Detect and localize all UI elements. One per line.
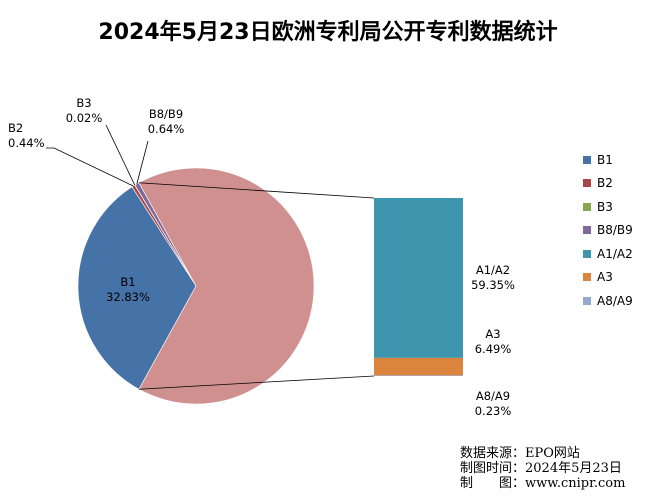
legend-label: A3 <box>597 270 613 284</box>
legend-swatch <box>583 203 591 211</box>
leader-line-b3 <box>106 125 135 185</box>
legend-swatch <box>583 226 591 234</box>
legend-swatch <box>583 156 591 164</box>
legend-item-a8-a9: A8/A9 <box>583 289 633 313</box>
leader-line-b2 <box>46 148 133 186</box>
legend-item-a1-a2: A1/A2 <box>583 242 633 266</box>
legend-item-b8-b9: B8/B9 <box>583 219 633 243</box>
legend-label: A8/A9 <box>597 294 633 308</box>
legend-label: A1/A2 <box>597 247 633 261</box>
author-line: 制 图：www.cnipr.com <box>460 476 625 491</box>
bar-segment-a1-a2 <box>374 198 463 358</box>
legend: B1 B2 B3 B8/B9 A1/A2 A3 A8/A9 <box>583 148 633 313</box>
source-line: 数据来源：EPO网站 <box>460 446 625 461</box>
label-a1-a2: A1/A259.35% <box>471 263 515 292</box>
chart-date-line: 制图时间：2024年5月23日 <box>460 461 625 476</box>
legend-label: B8/B9 <box>597 223 633 237</box>
label-b3: B30.02% <box>66 96 103 125</box>
bar-segment-a3 <box>374 358 463 375</box>
label-a8-a9: A8/A90.23% <box>475 389 512 418</box>
legend-swatch <box>583 273 591 281</box>
legend-swatch <box>583 297 591 305</box>
legend-label: B3 <box>597 200 613 214</box>
source-note: 数据来源：EPO网站 制图时间：2024年5月23日 制 图：www.cnipr… <box>460 446 625 491</box>
legend-item-b3: B3 <box>583 195 633 219</box>
label-b8-b9: B8/B90.64% <box>148 107 185 136</box>
legend-swatch <box>583 179 591 187</box>
legend-swatch <box>583 250 591 258</box>
leader-line-b8-b9 <box>137 141 148 184</box>
legend-label: B2 <box>597 176 613 190</box>
legend-item-b1: B1 <box>583 148 633 172</box>
label-a3: A36.49% <box>475 327 512 356</box>
legend-label: B1 <box>597 153 613 167</box>
bar-segment-a8-a9 <box>374 375 463 376</box>
legend-item-a3: A3 <box>583 266 633 290</box>
bar-group <box>374 198 463 376</box>
pie-group <box>78 168 314 404</box>
label-b2: B20.44% <box>8 121 45 150</box>
legend-item-b2: B2 <box>583 172 633 196</box>
